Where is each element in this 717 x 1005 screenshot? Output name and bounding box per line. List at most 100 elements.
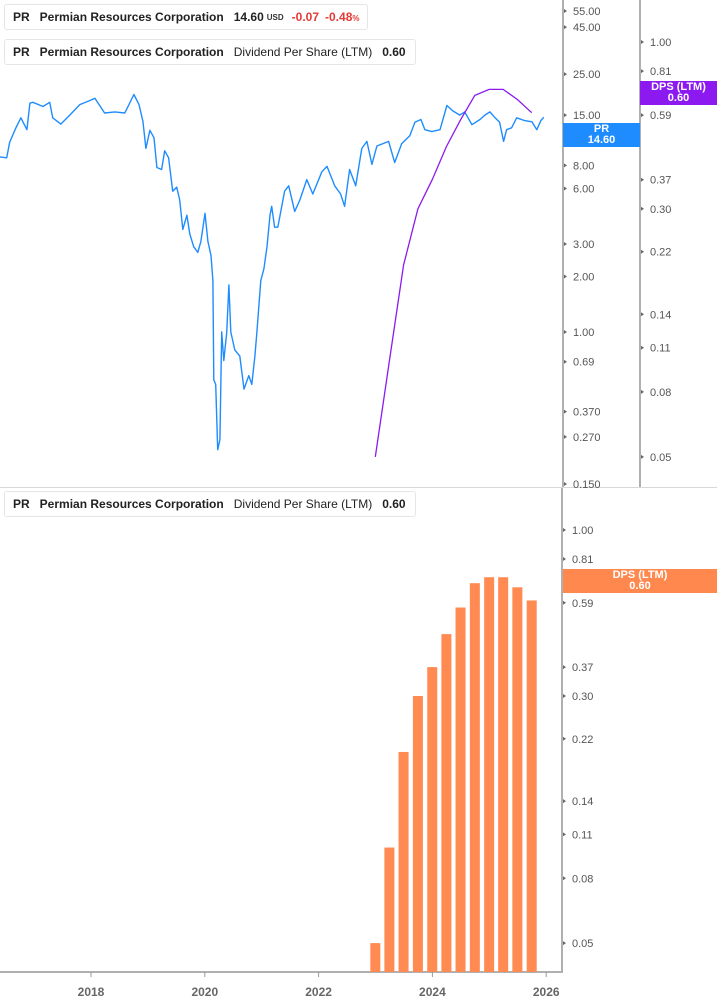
legend-ticker: PR: [13, 497, 30, 511]
dps-bar-axis-tick-label-tick: [563, 665, 566, 670]
dps-bottom-flag-value: 0.60: [629, 580, 651, 592]
dps-axis-tick-label-tick: [641, 389, 644, 394]
legend-currency: USD: [266, 12, 284, 22]
price-axis-tick-label: 55.00: [573, 6, 601, 18]
dps-bar-axis-tick-label-tick: [563, 694, 566, 699]
time-axis-label: 2024: [419, 985, 446, 999]
legend-price[interactable]: PR Permian Resources Corporation 14.60 U…: [4, 4, 368, 30]
dps-bar-axis-tick-label-tick: [563, 876, 566, 881]
dps-axis-tick-label: 0.30: [650, 204, 671, 216]
dps-bar-axis-tick-label: 0.30: [572, 691, 593, 703]
legend-change: -0.07: [291, 10, 320, 24]
legend-metric: Dividend Per Share (LTM): [233, 45, 373, 59]
dps-bar-axis-tick-label-tick: [563, 941, 566, 946]
price-flag-label: PR: [593, 123, 610, 135]
price-axis-tick-label-tick: [564, 359, 567, 364]
dps-bar: [398, 751, 409, 972]
legend-metric: Dividend Per Share (LTM): [233, 497, 373, 511]
dps-bar-axis-tick-label: 0.11: [572, 829, 593, 841]
dps-top-flag: DPS (LTM) 0.60: [640, 81, 717, 105]
dps-axis-tick-label-tick: [641, 454, 644, 459]
dps-bar-axis-tick-label: 0.08: [572, 873, 593, 885]
dps-bar-axis-tick-label-tick: [563, 528, 566, 532]
dps-bar: [441, 634, 452, 972]
dps-axis-tick-label-tick: [641, 40, 644, 44]
price-axis-tick-label: 0.150: [573, 479, 601, 491]
time-axis-label: 2026: [533, 985, 560, 999]
dps-axis-tick-label-tick: [641, 113, 644, 118]
pct-sign: %: [352, 14, 360, 23]
legend-company-name: Permian Resources Corporation: [39, 45, 224, 59]
dps-axis-tick-label: 0.37: [650, 175, 671, 187]
legend-ticker: PR: [13, 45, 30, 59]
price-axis-tick-label-tick: [564, 25, 567, 30]
dps-bar-axis-tick-label-tick: [563, 600, 566, 605]
dps-bar: [469, 583, 480, 972]
time-axis-label: 2022: [305, 985, 332, 999]
dps-bottom-flag: DPS (LTM) 0.60: [563, 569, 717, 593]
dps-bottom-flag-label: DPS (LTM): [612, 569, 668, 581]
price-axis-tick-label: 3.00: [573, 239, 594, 251]
time-axis-label: 2020: [191, 985, 218, 999]
legend-ticker: PR: [13, 10, 30, 24]
legend-metric-value: 0.60: [382, 497, 406, 511]
legend-dps-bottom[interactable]: PR Permian Resources Corporation Dividen…: [4, 491, 416, 517]
dps-bar-axis-tick-label-tick: [563, 557, 566, 562]
legend-company-name: Permian Resources Corporation: [39, 10, 224, 24]
legend-company-name: Permian Resources Corporation: [39, 497, 224, 511]
dps-bar-axis-tick-label-tick: [563, 832, 566, 837]
dps-axis-tick-label-tick: [641, 249, 644, 254]
price-axis-tick-label-tick: [564, 163, 567, 168]
dps-bar: [384, 847, 395, 972]
dps-top-flag-label: DPS (LTM): [651, 81, 706, 93]
dps-bar-axis-tick-label: 0.14: [572, 796, 593, 808]
price-axis-tick-label: 6.00: [573, 183, 594, 195]
legend-dps-top[interactable]: PR Permian Resources Corporation Dividen…: [4, 39, 416, 65]
dps-bar: [512, 587, 523, 972]
change-pct-value: -0.48: [325, 10, 353, 24]
dps-axis-tick-label-tick: [641, 345, 644, 350]
legend-change-pct: -0.48%: [325, 10, 359, 24]
price-axis-tick-label-tick: [564, 186, 567, 191]
price-axis-tick-label: 1.00: [573, 327, 594, 339]
dps-bar: [498, 577, 509, 972]
price-flag: PR 14.60: [563, 123, 640, 147]
price-axis-tick-label-tick: [564, 409, 567, 414]
price-axis-tick-label: 8.00: [573, 160, 594, 172]
dps-axis-tick-label-tick: [641, 177, 644, 182]
dps-bar-axis-tick-label: 0.22: [572, 734, 593, 746]
price-axis-tick-label: 0.370: [573, 407, 601, 419]
time-axis-label: 2018: [78, 985, 105, 999]
legend-metric-value: 0.60: [382, 45, 406, 59]
dps-bar: [526, 600, 537, 972]
price-axis-tick-label-tick: [564, 241, 567, 246]
price-line: [0, 93, 545, 451]
dps-bar-axis-tick-label-tick: [563, 799, 566, 804]
dps-axis-tick-label: 0.59: [650, 110, 671, 122]
dps-bar: [412, 696, 423, 972]
price-axis-tick-label: 15.00: [573, 110, 601, 122]
dps-bar-axis-tick-label: 0.37: [572, 662, 593, 674]
dps-axis-tick-label: 0.05: [650, 452, 671, 464]
dps-axis-tick-label: 0.81: [650, 66, 671, 78]
dps-bar-axis-tick-label: 1.00: [572, 525, 593, 537]
price-axis-tick-label: 0.270: [573, 432, 601, 444]
legend-price-value: 14.60: [233, 10, 264, 24]
dps-bar: [370, 943, 381, 972]
dps-bar-axis-tick-label: 0.05: [572, 938, 593, 950]
price-axis-tick-label-tick: [564, 434, 567, 439]
price-axis-tick-label-tick: [564, 72, 567, 77]
dps-axis-tick-label-tick: [641, 312, 644, 317]
price-axis-tick-label-tick: [564, 9, 567, 13]
dps-line: [374, 88, 533, 457]
price-axis-tick-label-tick: [564, 113, 567, 118]
price-axis-tick-label-tick: [564, 329, 567, 334]
dps-axis-tick-label: 0.11: [650, 343, 671, 355]
price-flag-value: 14.60: [587, 134, 616, 146]
dps-axis-tick-label: 0.14: [650, 309, 671, 321]
dps-bar: [455, 607, 466, 972]
price-axis-tick-label: 45.00: [573, 22, 601, 34]
dps-bar: [427, 667, 438, 972]
dps-bar: [484, 577, 495, 972]
